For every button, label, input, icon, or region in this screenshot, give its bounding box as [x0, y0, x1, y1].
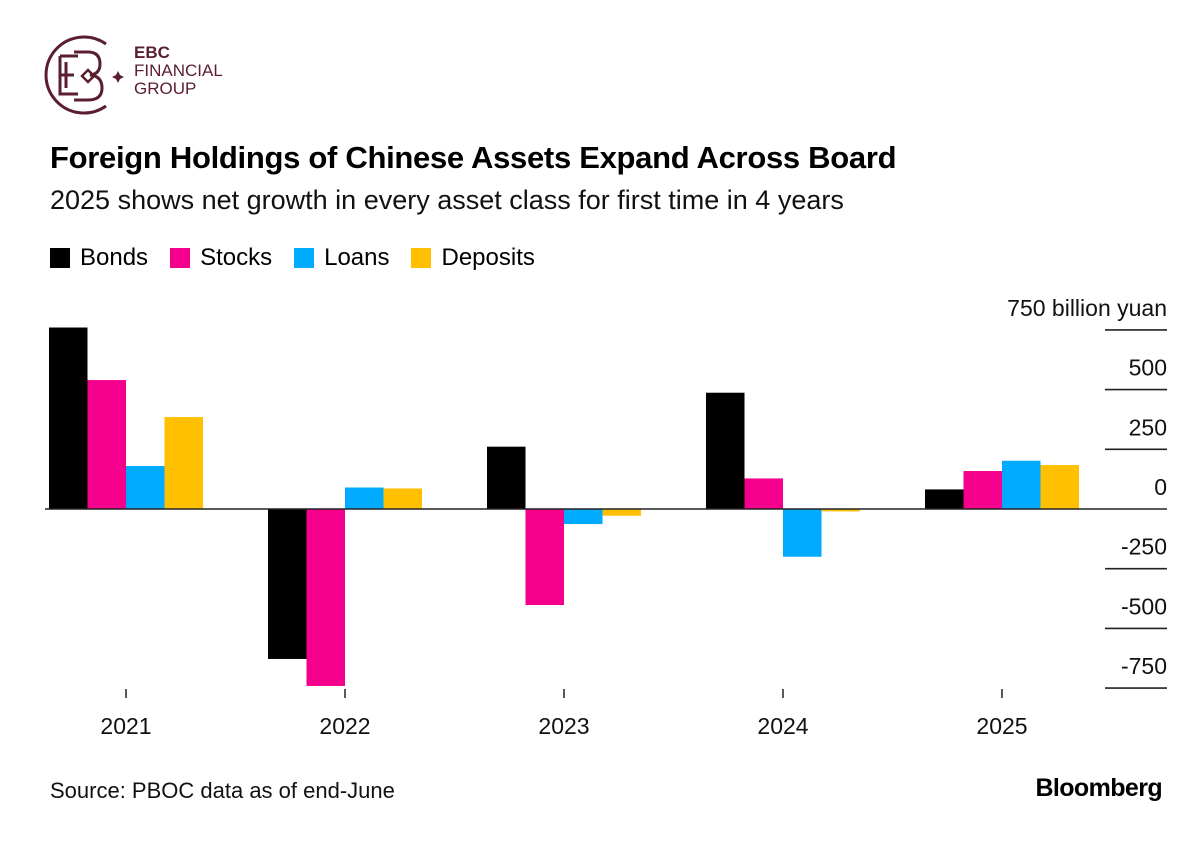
ebc-emblem-icon	[44, 35, 124, 115]
source-note: Source: PBOC data as of end-June	[50, 778, 395, 803]
sparkle-icon	[112, 71, 124, 83]
x-tick-label-2025: 2025	[976, 713, 1027, 739]
bar-deposits-2023	[602, 509, 641, 516]
y-tick-label--750: -750	[1121, 653, 1167, 679]
bar-stocks-2022	[306, 509, 345, 686]
bar-stocks-2023	[525, 509, 564, 605]
bar-stocks-2024	[744, 478, 783, 509]
bar-loans-2025	[1002, 460, 1041, 509]
legend-swatch-deposits	[411, 248, 432, 268]
bar-loans-2024	[783, 509, 822, 557]
chart-subtitle: 2025 shows net growth in every asset cla…	[50, 185, 844, 215]
bar-bonds-2021	[49, 327, 88, 509]
legend-item-stocks: Stocks	[170, 244, 272, 272]
bar-bonds-2023	[487, 446, 526, 509]
bar-loans-2022	[345, 487, 384, 509]
legend-item-deposits: Deposits	[411, 244, 535, 272]
y-tick-label-750: 750 billion yuan	[1007, 295, 1167, 321]
legend-label-deposits: Deposits	[441, 244, 535, 271]
legend-item-bonds: Bonds	[50, 244, 148, 272]
bar-stocks-2025	[963, 471, 1002, 509]
x-tick-label-2024: 2024	[757, 713, 808, 739]
logo-line-3: GROUP	[134, 79, 197, 98]
legend-item-loans: Loans	[294, 244, 389, 272]
bar-deposits-2022	[383, 488, 422, 509]
x-tick-label-2021: 2021	[100, 713, 151, 739]
legend-swatch-bonds	[50, 248, 70, 268]
x-tick-label-2022: 2022	[319, 713, 370, 739]
chart-legend: Bonds Stocks Loans Deposits	[50, 244, 557, 272]
bar-stocks-2021	[87, 380, 126, 509]
y-tick-label--250: -250	[1121, 534, 1167, 560]
y-tick-label-500: 500	[1129, 355, 1167, 381]
bars-layer	[45, 327, 1167, 686]
bar-bonds-2024	[706, 392, 745, 509]
bar-loans-2021	[126, 466, 165, 509]
bar-deposits-2025	[1040, 465, 1079, 509]
logo-line-2: FINANCIAL	[134, 61, 223, 80]
bar-bonds-2025	[925, 489, 964, 509]
legend-swatch-stocks	[170, 248, 191, 268]
chart-title: Foreign Holdings of Chinese Assets Expan…	[50, 140, 897, 175]
bloomberg-logo: Bloomberg	[1035, 774, 1162, 802]
y-tick-label--500: -500	[1121, 593, 1167, 619]
y-axis: 750 billion yuan 500 250 0 -250 -500 -750	[1007, 295, 1167, 689]
bar-deposits-2024	[821, 509, 860, 512]
bar-deposits-2021	[164, 417, 203, 509]
legend-label-stocks: Stocks	[200, 244, 273, 271]
bar-loans-2023	[564, 509, 603, 525]
bar-bonds-2022	[268, 509, 307, 659]
logo-line-1: EBC	[134, 43, 170, 62]
x-tick-label-2023: 2023	[538, 713, 589, 739]
legend-label-loans: Loans	[324, 244, 390, 271]
y-tick-label-0: 0	[1154, 474, 1167, 500]
legend-label-bonds: Bonds	[80, 244, 149, 271]
logo-text: EBC FINANCIAL GROUP	[134, 44, 223, 98]
legend-swatch-loans	[294, 248, 315, 268]
y-tick-label-250: 250	[1129, 414, 1167, 440]
x-axis: 2021 2022 2023 2024 2025	[100, 689, 1028, 739]
ebc-logo: EBC FINANCIAL GROUP	[38, 32, 248, 118]
